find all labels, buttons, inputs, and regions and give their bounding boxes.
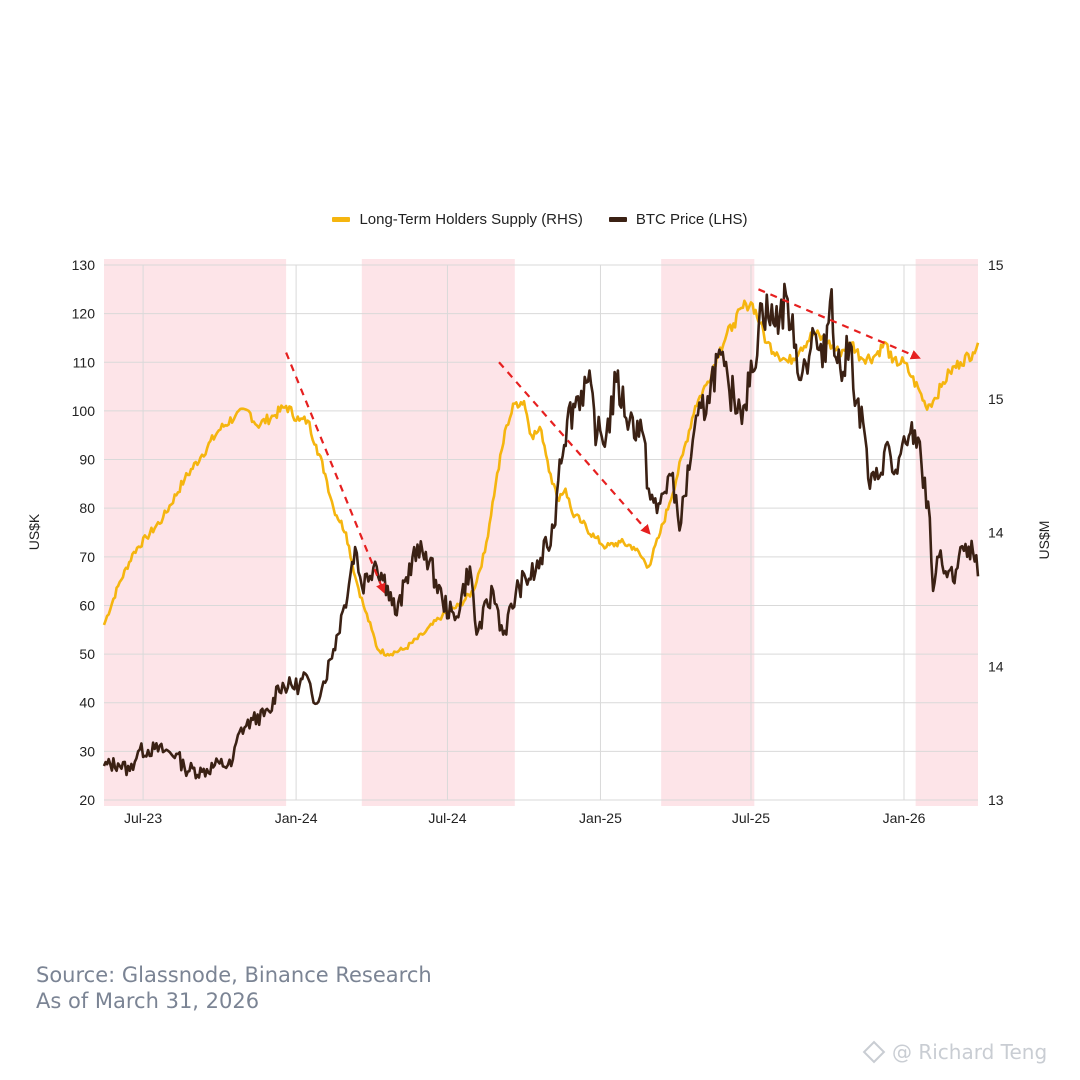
line-btc-price — [102, 282, 980, 780]
x-tick-label: Jul-24 — [428, 810, 466, 826]
y-left-axis-label: US$K — [26, 513, 42, 550]
y-right-tick-label: 13 — [988, 792, 1004, 808]
trend-arrow-0 — [285, 352, 386, 594]
series-btc — [102, 282, 980, 780]
y-left-tick-label: 80 — [79, 500, 95, 516]
y-right-tick-label: 14 — [988, 658, 1004, 674]
source-note: Source: Glassnode, Binance Research As o… — [36, 962, 432, 1014]
x-tick-label: Jul-23 — [124, 810, 162, 826]
as-of-text: As of March 31, 2026 — [36, 989, 260, 1013]
axes: 20 30 40 50 60 70 80 90 100 110 120 130 15 15 14 14 13 Ju… — [26, 257, 1052, 826]
x-tick-label: Jan-25 — [579, 810, 622, 826]
x-tick-label: Jul-25 — [732, 810, 770, 826]
trend-arrow-1 — [498, 361, 651, 535]
y-left-tick-label: 70 — [79, 549, 95, 565]
shaded-period-2 — [661, 259, 755, 806]
y-left-tick-label: 130 — [72, 257, 96, 273]
y-right-axis-label: US$M — [1036, 521, 1052, 560]
watermark-text: @ Richard Teng — [892, 1040, 1048, 1064]
legend-label-btc: BTC Price (LHS) — [635, 211, 748, 228]
shaded-period-3 — [915, 259, 978, 806]
legend-swatch-lth — [332, 217, 351, 222]
y-left-tick-label: 90 — [79, 452, 95, 468]
y-left-tick-label: 20 — [79, 792, 95, 808]
legend-item-lth: Long-Term Holders Supply (RHS) — [332, 211, 583, 228]
y-left-tick-label: 100 — [72, 403, 96, 419]
y-left-tick-label: 110 — [73, 354, 96, 370]
shaded-period-1 — [361, 259, 515, 806]
y-right-tick-label: 15 — [988, 391, 1004, 407]
legend-label-lth: Long-Term Holders Supply (RHS) — [359, 211, 583, 228]
y-left-tick-label: 50 — [79, 646, 95, 662]
x-tick-label: Jan-26 — [883, 810, 926, 826]
trend-arrows — [285, 288, 921, 594]
x-tick-label: Jan-24 — [275, 810, 318, 826]
legend: Long-Term Holders Supply (RHS) BTC Price… — [0, 211, 1080, 228]
y-right-tick-label: 14 — [988, 525, 1004, 541]
y-left-tick-label: 40 — [79, 695, 95, 711]
legend-swatch-btc — [608, 217, 627, 222]
y-right-tick-label: 15 — [988, 257, 1004, 273]
legend-item-btc: BTC Price (LHS) — [608, 211, 748, 228]
watermark: @ Richard Teng — [862, 1040, 1048, 1064]
binance-logo-icon — [862, 1040, 886, 1064]
y-left-tick-label: 60 — [79, 597, 95, 613]
trend-arrow-2 — [758, 288, 921, 360]
y-left-tick-label: 120 — [72, 306, 96, 322]
source-text: Source: Glassnode, Binance Research — [36, 963, 432, 987]
y-left-tick-label: 30 — [79, 743, 95, 759]
